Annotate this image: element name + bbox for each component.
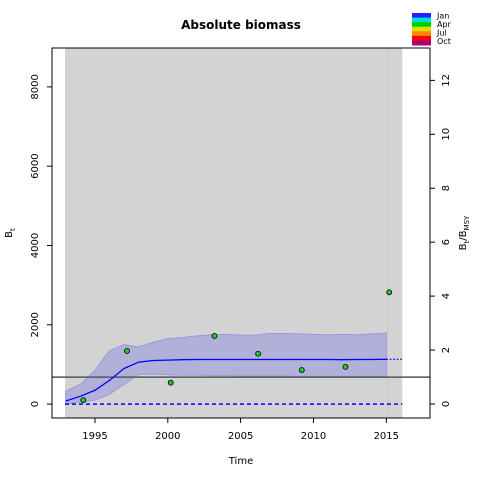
y-tick-label: 4000 — [30, 233, 41, 258]
y2-tick-label: 12 — [441, 74, 452, 87]
y2-tick-label: 8 — [441, 185, 452, 191]
x-tick-label: 2000 — [155, 431, 180, 442]
x-tick-label: 2005 — [228, 431, 253, 442]
y2-tick-label: 6 — [441, 239, 452, 245]
observation-point — [80, 397, 87, 404]
y-tick-label: 2000 — [30, 312, 41, 337]
y2-label-sub: t — [463, 240, 471, 243]
legend-color — [412, 17, 431, 23]
y-tick-label: 6000 — [30, 153, 41, 178]
observation-point — [124, 348, 130, 354]
y2-tick-label: 10 — [441, 128, 452, 141]
y2-label-sub2: MSY — [463, 215, 471, 230]
legend-label: Jul — [436, 29, 447, 38]
y2-axis-label: Bt/BMSY — [458, 215, 471, 250]
y-label-main: B — [4, 231, 15, 238]
y-tick-label: 0 — [30, 401, 41, 407]
observation-point — [167, 379, 174, 386]
y-label-sub: t — [9, 228, 17, 231]
legend-color — [412, 40, 431, 46]
observation-point — [386, 289, 393, 296]
legend-color — [412, 35, 431, 41]
x-tick-label: 1995 — [82, 431, 107, 442]
y-tick-label: 8000 — [30, 74, 41, 99]
legend-color — [412, 22, 431, 28]
y2-label-main: B — [458, 243, 469, 250]
legend-label: Apr — [437, 20, 452, 29]
confidence-band — [65, 332, 387, 405]
biomass-line — [65, 358, 387, 402]
observation-point — [298, 367, 305, 373]
y2-tick-label: 0 — [441, 401, 452, 407]
observation-point — [342, 363, 349, 370]
y2-tick-label: 2 — [441, 347, 452, 353]
x-tick-label: 2010 — [301, 431, 326, 442]
y-axis-label: Bt — [4, 228, 17, 238]
legend-color — [412, 13, 431, 19]
y2-tick-label: 4 — [441, 293, 452, 299]
legend-label: Oct — [437, 37, 451, 46]
legend-color — [412, 31, 431, 37]
y2-label-mid: /B — [458, 230, 469, 240]
legend-color — [412, 26, 431, 32]
x-axis-label: Time — [228, 456, 253, 467]
legend-label: Jan — [436, 12, 449, 21]
observation-point — [255, 350, 262, 357]
observation-point — [211, 333, 218, 339]
x-tick-label: 2015 — [374, 431, 399, 442]
chart-title: Absolute biomass — [181, 18, 301, 32]
